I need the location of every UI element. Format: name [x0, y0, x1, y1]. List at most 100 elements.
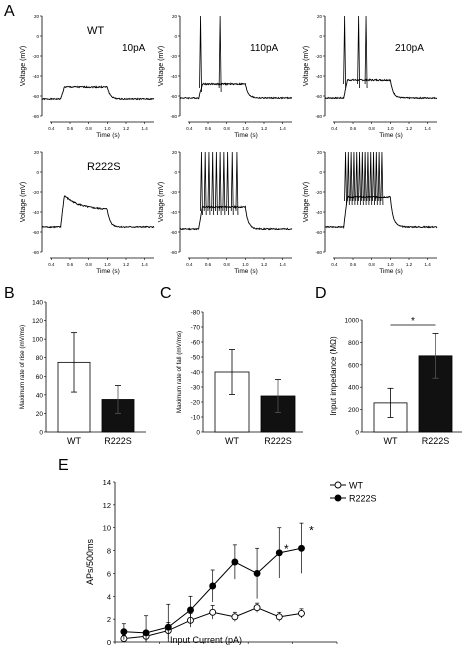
y-tick-label: -20 — [170, 190, 177, 195]
x-tick-label: 1.4 — [425, 126, 432, 131]
data-point — [209, 582, 217, 590]
x-tick-label: 0.4 — [48, 262, 55, 267]
action-potential-spike — [230, 151, 234, 216]
action-potential-spike — [215, 151, 218, 216]
y-tick-label: 400 — [348, 385, 359, 392]
y-axis-title: Maximum rate of rise (mV/ms) — [19, 325, 26, 409]
x-tick-label: 0.8 — [369, 262, 376, 267]
x-tick-label: 1.4 — [142, 262, 149, 267]
y-tick-label: 40 — [36, 392, 44, 399]
y-tick-label: -80 — [191, 310, 201, 317]
x-tick-label: 200 — [286, 645, 299, 647]
y-tick-label: 800 — [348, 340, 359, 347]
y-tick-label: -80 — [315, 250, 322, 255]
x-tick-label: 1.2 — [406, 126, 413, 131]
x-tick-label: 0.6 — [67, 262, 74, 267]
y-tick-label: 20 — [317, 14, 323, 19]
y-tick-label: 20 — [34, 150, 40, 155]
action-potential-spike — [200, 151, 203, 216]
y-tick-label: 20 — [34, 14, 40, 19]
action-potential-spike — [366, 151, 370, 206]
y-tick-label: -10 — [191, 415, 201, 422]
y-tick-label: -80 — [170, 114, 177, 119]
y-tick-label: -20 — [32, 190, 39, 195]
y-tick-label: 0 — [39, 430, 43, 437]
category-label: WT — [225, 436, 239, 446]
y-tick-label: 1000 — [345, 318, 360, 325]
x-axis-title: Time (s) — [96, 268, 120, 275]
action-potential-spike — [207, 151, 211, 216]
y-tick-label: -60 — [32, 230, 39, 235]
significance-star: * — [411, 316, 415, 327]
y-tick-label: 0 — [36, 170, 39, 175]
trace-panel-0-1: 20 0 -20 -40 -60 -80 0.4 0.6 0.8 1.0 1.2 1.4 Time (s… — [158, 14, 293, 139]
y-tick-label: -20 — [170, 54, 177, 59]
y-tick-label: 20 — [317, 150, 323, 155]
action-potential-spike — [355, 151, 359, 206]
voltage-trace — [179, 82, 293, 100]
y-tick-label: -40 — [170, 210, 177, 215]
x-tick-label: 0.8 — [224, 126, 231, 131]
y-axis-title: Voltage (mV) — [20, 182, 27, 222]
category-label: R222S — [264, 436, 292, 446]
y-tick-label: 12 — [103, 501, 111, 510]
panel-label-a: A — [4, 3, 15, 20]
voltage-trace — [41, 195, 155, 229]
x-tick-label: 0.6 — [350, 262, 357, 267]
x-tick-label: 1.2 — [123, 262, 130, 267]
x-tick-label: 1.0 — [387, 262, 394, 267]
action-potential-spike — [377, 151, 381, 206]
data-point — [275, 613, 283, 621]
action-potential-spike — [346, 151, 350, 206]
x-tick-label: 1.2 — [123, 126, 130, 131]
action-potential-spike — [222, 151, 226, 216]
category-label: WT — [384, 436, 398, 446]
x-tick-label: 1.0 — [104, 262, 111, 267]
y-tick-label: 0 — [319, 170, 322, 175]
data-point — [298, 544, 305, 552]
action-potential-spike — [235, 151, 239, 216]
y-tick-label: 100 — [32, 337, 43, 344]
x-tick-label: 1.0 — [387, 126, 394, 131]
legend: WT R222S — [330, 481, 377, 504]
x-tick-label: 1.0 — [242, 262, 249, 267]
x-tick-label: 1.2 — [406, 262, 413, 267]
x-tick-label: 1.4 — [280, 262, 287, 267]
y-tick-label: -20 — [315, 190, 322, 195]
data-point — [298, 609, 305, 617]
action-potential-spike — [211, 151, 215, 216]
panel-label-b: B — [4, 285, 15, 302]
y-tick-label: -40 — [191, 370, 201, 377]
x-tick-label: 1.2 — [261, 126, 268, 131]
action-potential-spike — [343, 15, 346, 89]
action-potential-spike — [357, 15, 360, 89]
y-tick-label: -80 — [32, 250, 39, 255]
y-tick-label: 120 — [32, 318, 43, 325]
x-axis-title: Time (s) — [234, 268, 258, 275]
y-tick-label: 0 — [174, 170, 177, 175]
y-axis-title: Voltage (mV) — [158, 182, 165, 222]
x-tick-label: 250 — [331, 645, 344, 647]
data-point — [253, 604, 261, 612]
data-point — [275, 549, 283, 557]
y-tick-label: 0 — [355, 430, 359, 437]
trace-panel-0-2: 20 0 -20 -40 -60 -80 0.4 0.6 0.8 1.0 1.2 1.4 Time (s… — [303, 14, 438, 139]
category-label: WT — [67, 436, 81, 446]
y-tick-label: -40 — [32, 210, 39, 215]
trace-panel-1-1: 20 0 -20 -40 -60 -80 0.4 0.6 0.8 1.0 1.2 1.4 Time (s… — [158, 150, 293, 275]
y-tick-label: 20 — [172, 14, 178, 19]
action-potential-spike — [352, 151, 356, 206]
x-tick-label: 0.4 — [331, 126, 338, 131]
y-tick-label: 2 — [107, 615, 111, 624]
trace-panel-0-0: 20 0 -20 -40 -60 -80 0.4 0.6 0.8 1.0 1.2 1.4 Time (s… — [20, 14, 155, 139]
y-tick-label: -60 — [315, 230, 322, 235]
x-tick-label: 0.8 — [86, 262, 93, 267]
action-potential-spike — [349, 151, 353, 206]
x-axis-title: Time (s) — [379, 132, 403, 139]
action-potential-spike — [380, 151, 384, 206]
y-tick-label: 20 — [36, 411, 44, 418]
x-tick-label: 0.6 — [350, 126, 357, 131]
y-tick-label: 600 — [348, 362, 359, 369]
data-point — [231, 558, 239, 566]
x-tick-label: 100 — [198, 645, 211, 647]
